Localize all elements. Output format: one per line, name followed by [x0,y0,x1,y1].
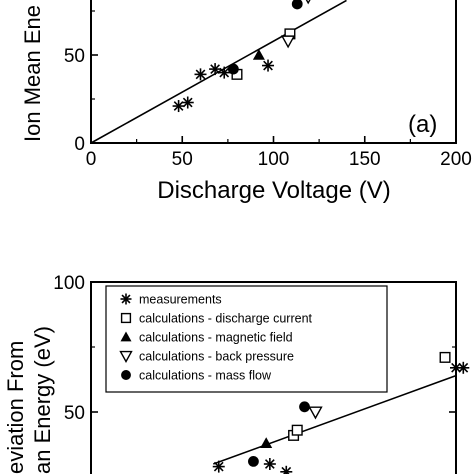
data-point-asterisk [172,100,185,113]
data-point-asterisk [280,465,293,474]
legend-marker-filled-circle [121,370,131,380]
panel-a-y-axis-title: Ion Mean Ene [20,5,45,142]
data-point-asterisk [209,63,222,76]
data-point-filled-triangle [252,49,265,60]
data-point-filled-circle [248,456,259,467]
data-point-asterisk [194,68,207,81]
legend-marker-asterisk [120,293,132,305]
panel-b: 100 50 eviation From an Energy (eV) measu… [3,273,470,474]
legend-box [105,285,388,393]
panel-a-data-points [172,0,311,113]
data-point-filled-circle [227,63,239,75]
data-point-asterisk [262,59,275,72]
panel-b-y-axis-title-line1: eviation From [3,341,28,474]
y-tick-label: 0 [74,134,85,155]
panel-a-x-ticks: 0 50 100 150 200 [86,136,472,170]
y-tick-label: 50 [64,403,85,424]
data-point-asterisk [218,66,231,79]
data-point-open-square [439,351,451,363]
data-point-asterisk [212,460,225,473]
x-tick-label: 50 [172,149,193,170]
panel-a: 0 50 100 150 200 0 50 (a) Discharge Voltage (… [20,0,472,204]
data-point-filled-circle [291,0,303,10]
y-tick-label: 50 [64,46,85,67]
panel-b-y-axis-title-line2: an Energy (eV) [30,326,55,474]
panel-a-y-ticks: 0 50 [64,10,98,155]
legend-marker-open-square [120,312,132,324]
y-tick-label: 100 [53,273,85,294]
panel-a-label: (a) [408,111,437,138]
x-tick-label: 0 [86,149,97,170]
panel-b-data-points [212,351,470,474]
panel-b-y-ticks: 100 50 [53,273,456,424]
legend-marker-open-inverted-triangle [119,350,133,363]
panel-b-fit-line [213,374,457,465]
data-point-filled-triangle [260,437,273,448]
panel-b-plot-frame [90,281,457,474]
x-tick-label: 150 [349,149,381,170]
legend-label: calculations - mass flow [139,369,272,383]
legend-label: calculations - discharge current [139,312,313,326]
legend-label: measurements [139,293,222,307]
data-point-asterisk [181,96,194,109]
panel-a-plot-frame [90,0,457,144]
legend-label: calculations - magnetic field [139,331,293,345]
data-point-open-inverted-triangle [280,35,296,49]
data-point-open-square [291,424,303,436]
data-point-filled-circle [299,401,310,413]
data-point-open-inverted-triangle [305,0,311,5]
panel-a-x-axis-title: Discharge Voltage (V) [157,177,390,204]
data-point-asterisk [263,458,276,470]
data-point-open-inverted-triangle [308,406,323,420]
x-tick-label: 200 [440,149,472,170]
legend-label: calculations - back pressure [139,350,294,364]
data-point-asterisk [457,361,470,374]
legend-marker-filled-triangle [120,331,132,342]
panel-b-legend: measurements calculations - discharge cur… [105,285,388,393]
x-tick-label: 100 [258,149,290,170]
